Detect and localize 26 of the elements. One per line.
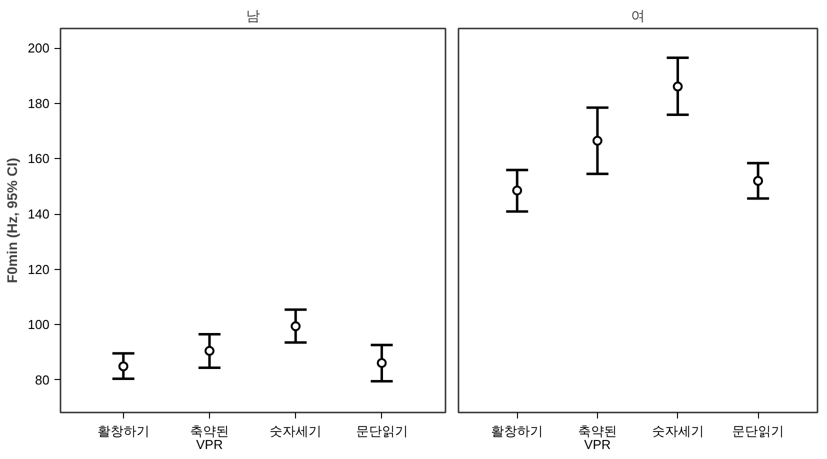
y-axis-title: F0min (Hz, 95% CI) bbox=[4, 158, 20, 284]
point bbox=[512, 186, 522, 196]
y-tick-label: 100 bbox=[28, 317, 50, 332]
y-tick-label: 140 bbox=[28, 206, 50, 222]
x-tick-label: 축약된 VPR bbox=[190, 424, 230, 452]
point bbox=[376, 358, 387, 368]
point bbox=[592, 136, 602, 146]
chart-title: 남 bbox=[246, 8, 260, 24]
y-tick-label: 180 bbox=[28, 96, 50, 111]
x-tick-label: 문단읽기 bbox=[732, 424, 784, 438]
point bbox=[290, 321, 301, 332]
point bbox=[672, 82, 683, 92]
x-tick-label: 축약된 VPR bbox=[578, 424, 617, 452]
point bbox=[204, 346, 215, 356]
x-tick-label: 숫자세기 bbox=[652, 424, 704, 438]
y-tick-label: 200 bbox=[28, 40, 50, 56]
x-tick-label: 활창하기 bbox=[97, 424, 150, 438]
x-tick-label: 문단읽기 bbox=[356, 424, 408, 438]
x-tick-label: 숫자세기 bbox=[270, 424, 322, 438]
x-tick-label: 활창하기 bbox=[491, 424, 544, 438]
y-tick-label: 160 bbox=[28, 151, 50, 166]
y-tick-label: 80 bbox=[35, 372, 50, 388]
point bbox=[753, 176, 764, 186]
chart-title: 여 bbox=[631, 8, 645, 24]
y-tick-label: 120 bbox=[28, 262, 50, 277]
point bbox=[118, 361, 128, 372]
